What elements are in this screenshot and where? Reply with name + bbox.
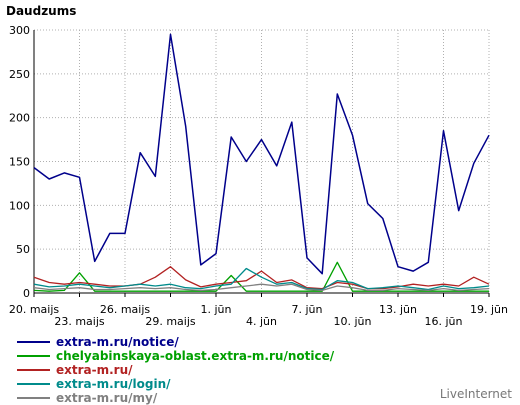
y-tick-label: 100 bbox=[9, 199, 30, 212]
legend-label: chelyabinskaya-oblast.extra-m.ru/notice/ bbox=[56, 349, 335, 363]
y-tick-label: 0 bbox=[23, 287, 30, 300]
series-line bbox=[33, 33, 490, 275]
series-line bbox=[33, 267, 490, 291]
y-tick-label: 150 bbox=[9, 156, 30, 169]
y-axis-label: Daudzums bbox=[6, 4, 76, 18]
x-tick-label: 23. maijs bbox=[54, 315, 105, 328]
y-axis: 0 50 100 150 200 250 300 bbox=[9, 24, 35, 300]
legend: extra-m.ru/notice/chelyabinskaya-oblast.… bbox=[17, 335, 335, 405]
x-tick-label: 13. jūn bbox=[379, 303, 417, 316]
x-tick-label: 16. jūn bbox=[425, 315, 463, 328]
credit-text: LiveInternet bbox=[440, 387, 512, 401]
x-tick-label: 1. jūn bbox=[201, 303, 232, 316]
legend-label: extra-m.ru/login/ bbox=[56, 377, 171, 391]
x-tick-label: 19. jūn bbox=[470, 303, 508, 316]
x-tick-label: 29. maijs bbox=[145, 315, 196, 328]
legend-label: extra-m.ru/notice/ bbox=[56, 335, 179, 349]
y-tick-label: 300 bbox=[9, 24, 30, 37]
plot-series bbox=[33, 33, 490, 292]
x-tick-label: 10. jūn bbox=[334, 315, 372, 328]
plot-grid bbox=[33, 29, 490, 294]
series-line bbox=[33, 283, 490, 292]
legend-label: extra-m.ru/my/ bbox=[56, 391, 158, 405]
x-tick-label: 20. maijs bbox=[9, 303, 60, 316]
y-tick-label: 250 bbox=[9, 68, 30, 81]
x-tick-label: 26. maijs bbox=[100, 303, 151, 316]
y-tick-label: 50 bbox=[16, 243, 30, 256]
legend-label: extra-m.ru/ bbox=[56, 363, 133, 377]
series-line bbox=[33, 261, 489, 292]
series-line bbox=[33, 266, 490, 290]
x-tick-label: 7. jūn bbox=[292, 303, 323, 316]
x-tick-label: 4. jūn bbox=[246, 315, 277, 328]
y-tick-label: 200 bbox=[9, 112, 30, 125]
